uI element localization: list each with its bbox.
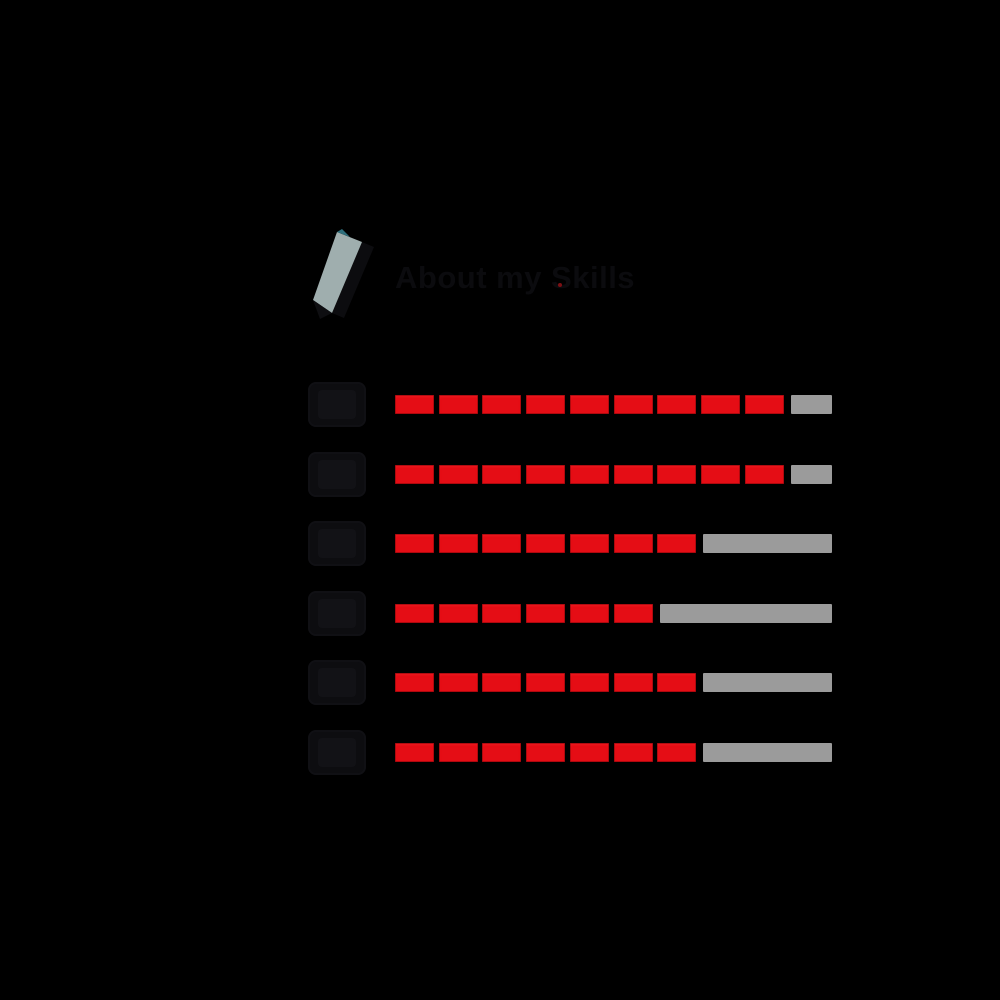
rating-segment-filled <box>700 464 740 484</box>
rating-segment-filled <box>613 395 653 414</box>
skill-icon-glyph <box>318 668 356 698</box>
skill-icon-glyph <box>318 459 356 489</box>
rating-segment-filled <box>395 395 434 414</box>
rating-segment-filled <box>526 395 566 414</box>
page-title: About my Skills <box>395 260 636 295</box>
rating-segment-filled <box>613 673 653 693</box>
rating-bar-4 <box>395 603 832 623</box>
rating-segment-filled <box>569 464 609 484</box>
rating-segment-filled <box>482 603 522 623</box>
pencil-icon-svg <box>313 229 374 319</box>
rating-segment-empty <box>790 395 832 414</box>
rating-segment-filled <box>569 673 609 693</box>
rating-segment-filled <box>438 603 478 623</box>
rating-segment-filled <box>526 534 566 554</box>
rating-segment-empty <box>703 534 832 554</box>
rating-segment-filled <box>395 743 434 762</box>
rating-segment-filled <box>744 395 784 414</box>
rating-segment-filled <box>526 743 566 762</box>
skill-row-3 <box>0 521 1000 580</box>
skill-icon-4 <box>308 590 366 636</box>
rating-segment-filled <box>657 395 697 414</box>
rating-bar-1 <box>395 395 832 414</box>
skill-row-2 <box>0 451 1000 511</box>
title-accent-dot <box>558 283 562 287</box>
rating-segment-filled <box>438 673 478 693</box>
rating-segment-filled <box>526 673 566 693</box>
rating-segment-filled <box>482 534 522 554</box>
skill-icon-6 <box>308 730 366 775</box>
rating-segment-filled <box>569 534 609 554</box>
skill-icon-2 <box>308 451 366 497</box>
rating-segment-filled <box>744 464 784 484</box>
rating-segment-filled <box>613 743 653 762</box>
rating-segment-empty <box>659 603 832 623</box>
skill-icon-glyph <box>318 598 356 628</box>
rating-segment-filled <box>395 464 434 484</box>
rating-segment-filled <box>482 464 522 484</box>
rating-segment-filled <box>438 395 478 414</box>
skill-icon-glyph <box>318 390 356 419</box>
rating-bar-2 <box>395 464 832 484</box>
rating-segment-empty <box>703 673 832 693</box>
rating-bar-6 <box>395 743 832 762</box>
skill-icon-glyph <box>318 738 356 767</box>
rating-segment-empty <box>703 743 832 762</box>
rating-bar-3 <box>395 534 832 554</box>
pencil-icon <box>300 224 378 320</box>
rating-segment-empty <box>790 464 832 484</box>
rating-segment-filled <box>482 743 522 762</box>
skill-row-5 <box>0 660 1000 719</box>
rating-segment-filled <box>526 464 566 484</box>
rating-segment-filled <box>700 395 740 414</box>
rating-segment-filled <box>613 534 653 554</box>
skill-row-4 <box>0 590 1000 650</box>
rating-segment-filled <box>438 743 478 762</box>
rating-segment-filled <box>569 743 609 762</box>
rating-segment-filled <box>482 673 522 693</box>
rating-segment-filled <box>613 603 653 623</box>
skill-icon-5 <box>308 660 366 706</box>
rating-segment-filled <box>657 673 697 693</box>
skill-icon-3 <box>308 521 366 567</box>
rating-segment-filled <box>526 603 566 623</box>
rating-segment-filled <box>569 603 609 623</box>
rating-segment-filled <box>657 743 697 762</box>
rating-segment-filled <box>657 464 697 484</box>
skill-row-1 <box>0 382 1000 441</box>
skill-row-6 <box>0 730 1000 789</box>
rating-segment-filled <box>395 534 434 554</box>
rating-segment-filled <box>657 534 697 554</box>
rating-segment-filled <box>438 464 478 484</box>
rating-segment-filled <box>613 464 653 484</box>
skill-icon-glyph <box>318 529 356 559</box>
skill-icon-1 <box>308 382 366 427</box>
rating-segment-filled <box>395 603 434 623</box>
rating-segment-filled <box>395 673 434 693</box>
rating-segment-filled <box>482 395 522 414</box>
rating-bar-5 <box>395 673 832 693</box>
rating-segment-filled <box>438 534 478 554</box>
rating-segment-filled <box>569 395 609 414</box>
